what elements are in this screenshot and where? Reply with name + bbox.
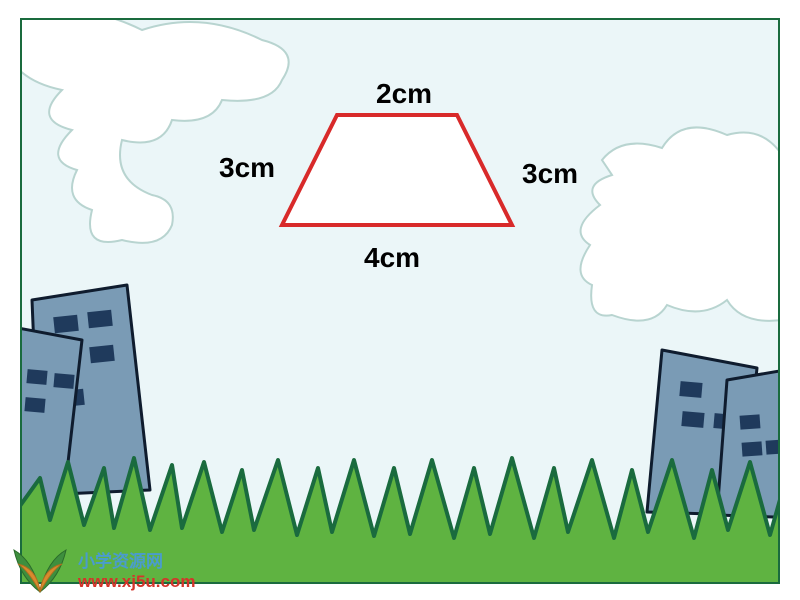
label-bottom: 4cm (364, 242, 420, 274)
label-left: 3cm (219, 152, 275, 184)
label-top: 2cm (376, 78, 432, 110)
cloud-right (580, 127, 780, 320)
logo-url-text: www.xj5u.com (78, 572, 195, 592)
scene-frame: 2cm 3cm 3cm 4cm (20, 18, 780, 584)
logo-leaf-icon (10, 542, 70, 596)
website-logo: 小学资源网 www.xj5u.com (10, 542, 195, 596)
logo-cn-text: 小学资源网 (78, 547, 195, 572)
logo-text-block: 小学资源网 www.xj5u.com (78, 547, 195, 592)
label-right: 3cm (522, 158, 578, 190)
